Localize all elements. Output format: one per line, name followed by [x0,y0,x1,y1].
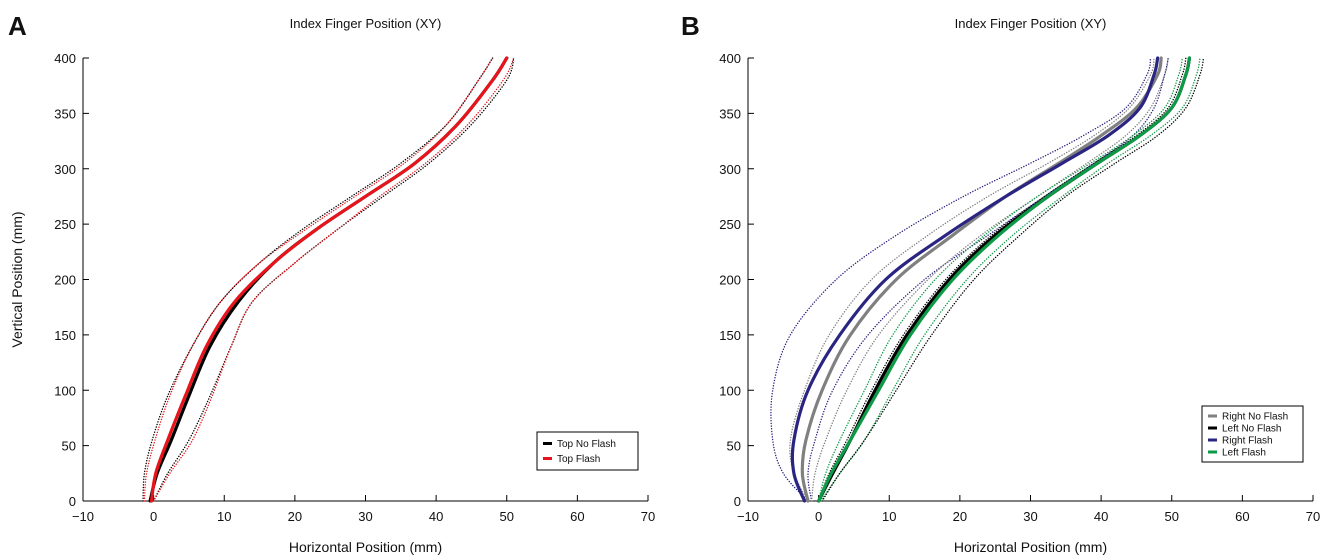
legend-label: Left Flash [1222,448,1266,459]
series-line-right-flash [790,56,1160,503]
confidence-bound-line [807,57,1169,502]
y-tick-label: 100 [54,383,76,398]
legend-label: Right Flash [1222,436,1273,447]
legend-label: Top Flash [557,454,600,465]
legend-box [536,431,639,471]
x-tick-label: 60 [1235,509,1249,524]
x-tick-label: 20 [953,509,967,524]
confidence-bound-line [152,57,515,502]
y-tick-label: 250 [54,217,76,232]
confidence-bound-line [817,57,1187,502]
x-axis-label: Horizontal Position (mm) [954,539,1107,555]
y-tick-label: 400 [719,51,741,66]
x-tick-label: 60 [570,509,584,524]
legend-label: Left No Flash [1222,424,1281,435]
chart-title: Index Finger Position (XY) [955,16,1107,31]
y-tick-label: 400 [54,51,76,66]
confidence-bound-line [821,57,1205,502]
panel-letter: B [681,11,700,41]
y-tick-label: 50 [62,439,76,454]
y-tick-label: 150 [54,328,76,343]
panel-letter: A [8,11,27,41]
y-tick-label: 200 [719,273,741,288]
panel-a: A Index Finger Position (XY)−10 0 10 20 30 40 5… [8,11,655,555]
y-tick-label: 0 [69,494,76,509]
series-line-top-flash [149,56,509,503]
confidence-bound-line [789,57,1155,502]
y-tick-label: 300 [719,162,741,177]
series-line-left-no-flash [817,56,1192,503]
chart-title: Index Finger Position (XY) [290,16,442,31]
x-tick-label: 50 [500,509,514,524]
series-line-right-no-flash [800,56,1163,503]
y-tick-label: 250 [719,217,741,232]
x-tick-label: 50 [1165,509,1179,524]
x-tick-label: 0 [150,509,157,524]
confidence-bound-line [810,57,1169,502]
y-tick-label: 50 [727,439,741,454]
x-tick-label: 10 [217,509,231,524]
confidence-bound-line [820,57,1201,502]
x-axis-label: Horizontal Position (mm) [289,539,442,555]
series-line-top-no-flash [148,56,509,503]
x-tick-label: 10 [882,509,896,524]
y-tick-label: 150 [719,328,741,343]
confidence-bound-line [817,57,1184,502]
x-tick-label: 0 [815,509,822,524]
y-tick-label: 100 [719,383,741,398]
y-axis-label: Vertical Position (mm) [9,211,25,347]
confidence-bound-line [770,57,1152,502]
legend-label: Right No Flash [1222,412,1288,423]
x-tick-label: 20 [288,509,302,524]
x-tick-label: −10 [737,509,759,524]
y-tick-label: 0 [734,494,741,509]
x-tick-label: 30 [1023,509,1037,524]
x-tick-label: 40 [1094,509,1108,524]
panel-b: B Index Finger Position (XY)−10 0 10 20 30 40 5… [681,11,1320,555]
x-tick-label: 40 [429,509,443,524]
series-line-left-flash [817,56,1192,503]
y-tick-label: 200 [54,273,76,288]
x-tick-label: 70 [641,509,655,524]
x-tick-label: −10 [72,509,94,524]
y-tick-label: 300 [54,162,76,177]
confidence-bound-line [143,57,494,502]
y-tick-label: 350 [719,106,741,121]
x-tick-label: 70 [1306,509,1320,524]
legend-box [1201,405,1304,463]
confidence-bound-line [152,57,515,502]
y-tick-label: 350 [54,106,76,121]
legend-label: Top No Flash [557,439,616,450]
x-tick-label: 30 [358,509,372,524]
